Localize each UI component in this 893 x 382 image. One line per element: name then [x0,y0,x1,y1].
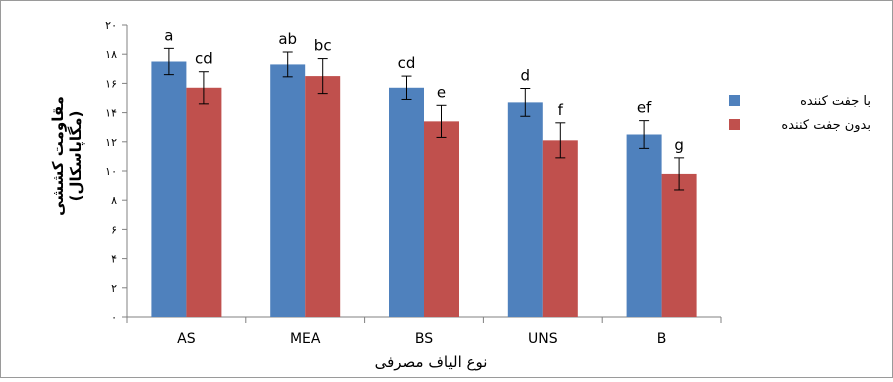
y-tick-label: ۲ [111,282,117,295]
x-axis-label: نوع الیاف مصرفی [375,353,488,371]
x-tick-label: UNS [528,331,558,347]
x-tick-label: AS [177,331,196,347]
legend-swatch [729,119,740,130]
significance-label: g [674,136,684,154]
bar [270,64,306,317]
x-tick-label: BS [415,331,433,347]
y-tick-label: ۸ [111,194,117,207]
significance-label: e [437,83,446,101]
significance-label: d [521,67,531,85]
legend-entry: با جفت کننده [800,94,871,109]
x-tick-label: B [657,331,667,347]
y-tick-label: ۱۸ [105,48,117,61]
y-axis-label-line2: (مگاپاسکال) [67,111,86,202]
significance-label: cd [195,50,213,68]
bar [542,140,578,317]
significance-label: bc [314,37,332,55]
y-tick-label: ۴ [111,253,117,266]
significance-label: f [558,101,564,119]
significance-label: a [164,26,173,44]
bar [186,87,222,317]
x-tick-label: MEA [290,331,321,347]
y-tick-label: ۱۰ [105,165,117,178]
legend-swatch [729,95,740,106]
y-tick-label: ۲۰ [105,19,117,32]
y-tick-label: ۱۴ [105,107,117,120]
legend-entry: بدون جفت کننده [781,118,871,133]
significance-label: ab [278,30,297,48]
y-tick-label: ۱۲ [105,136,117,149]
significance-label: cd [398,54,416,72]
bar [507,102,543,317]
bar [389,87,424,317]
legend: با جفت کننده بدون جفت کننده [729,94,871,133]
bar [151,61,187,317]
y-tick-label: ۱۶ [105,77,117,90]
y-tick-label: ۰ [111,311,117,324]
bar [305,76,341,317]
bar [661,173,697,317]
bar [424,121,459,317]
bars [151,47,697,317]
y-tick-label: ۶ [111,223,117,236]
significance-label: ef [637,99,652,117]
y-axis-label-line1: مقاومت کششی [49,96,67,216]
bar [626,134,662,317]
